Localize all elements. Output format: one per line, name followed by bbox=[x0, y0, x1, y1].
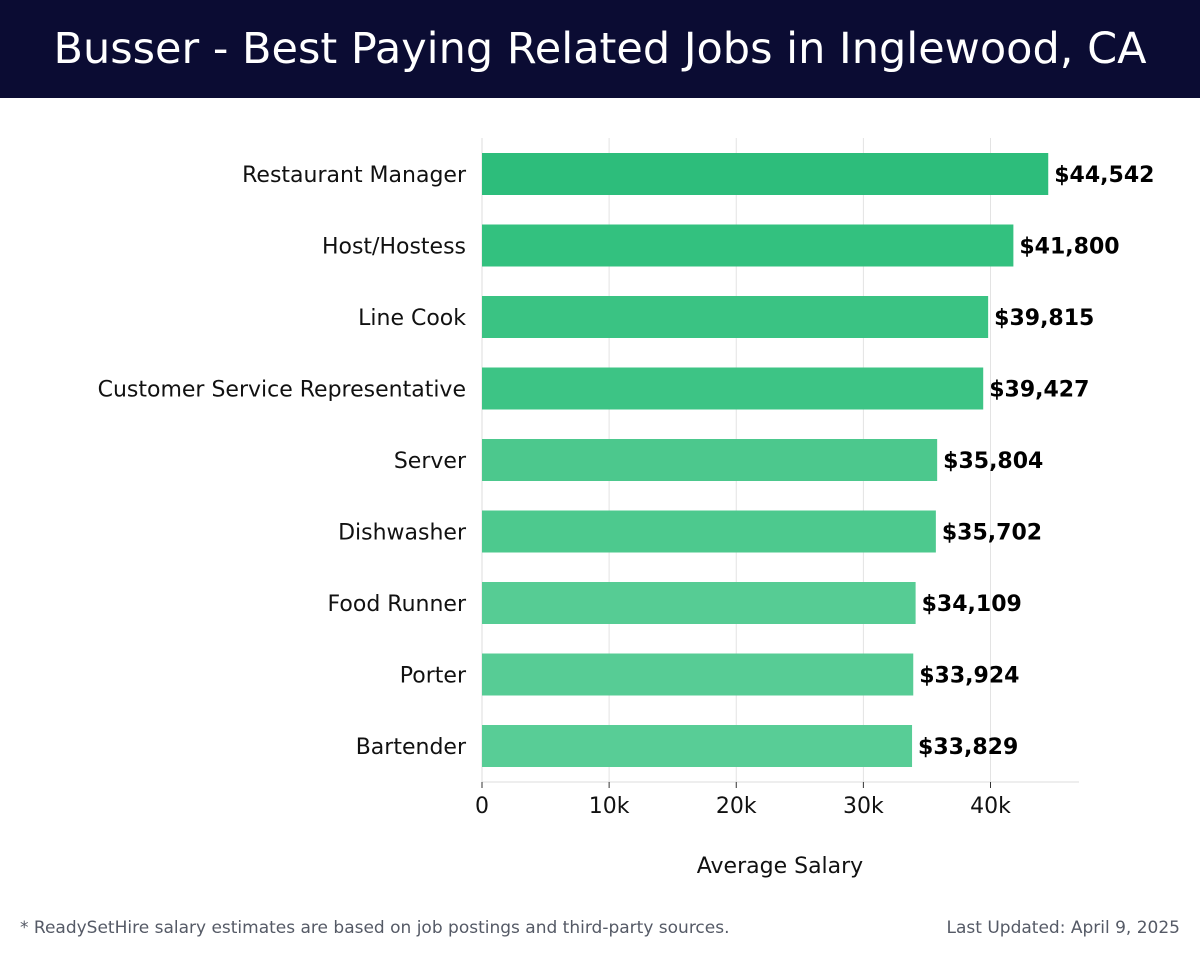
bar bbox=[482, 439, 938, 481]
bar bbox=[482, 725, 913, 767]
value-label: $33,924 bbox=[919, 664, 1019, 689]
bar bbox=[482, 224, 1014, 267]
value-label: $39,427 bbox=[989, 378, 1089, 403]
category-label: Line Cook bbox=[358, 306, 466, 331]
footer-last-updated: Last Updated: April 9, 2025 bbox=[946, 918, 1180, 938]
footer-disclaimer: * ReadySetHire salary estimates are base… bbox=[20, 918, 730, 938]
page-title: Busser - Best Paying Related Jobs in Ing… bbox=[53, 24, 1147, 74]
category-label: Customer Service Representative bbox=[98, 378, 466, 403]
value-label: $35,702 bbox=[942, 521, 1042, 546]
category-label: Porter bbox=[400, 664, 467, 689]
category-label: Restaurant Manager bbox=[242, 163, 467, 188]
category-label: Bartender bbox=[356, 735, 467, 760]
header-bar: Busser - Best Paying Related Jobs in Ing… bbox=[0, 0, 1200, 98]
bar bbox=[482, 367, 984, 410]
x-axis-title: Average Salary bbox=[697, 854, 863, 879]
category-label: Dishwasher bbox=[338, 521, 467, 546]
bar bbox=[482, 653, 914, 696]
category-label: Host/Hostess bbox=[322, 235, 466, 260]
x-tick-label: 20k bbox=[716, 794, 757, 819]
bar-chart: 0 10k 20k 30k 40k Average Salary Restaurant Ma… bbox=[98, 138, 1154, 879]
bar bbox=[482, 510, 936, 553]
value-label: $41,800 bbox=[1019, 235, 1119, 260]
x-tick-label: 0 bbox=[475, 794, 489, 819]
x-tick-label: 40k bbox=[970, 794, 1011, 819]
bar bbox=[482, 296, 989, 338]
value-label: $34,109 bbox=[922, 592, 1022, 617]
category-label: Server bbox=[394, 449, 467, 474]
value-label: $35,804 bbox=[943, 449, 1043, 474]
x-tick-label: 30k bbox=[843, 794, 884, 819]
bar bbox=[482, 582, 916, 624]
value-label: $44,542 bbox=[1054, 163, 1154, 188]
value-label: $33,829 bbox=[918, 735, 1018, 760]
bar bbox=[482, 153, 1049, 195]
value-label: $39,815 bbox=[994, 306, 1094, 331]
x-tick-label: 10k bbox=[589, 794, 630, 819]
category-label: Food Runner bbox=[328, 592, 467, 617]
